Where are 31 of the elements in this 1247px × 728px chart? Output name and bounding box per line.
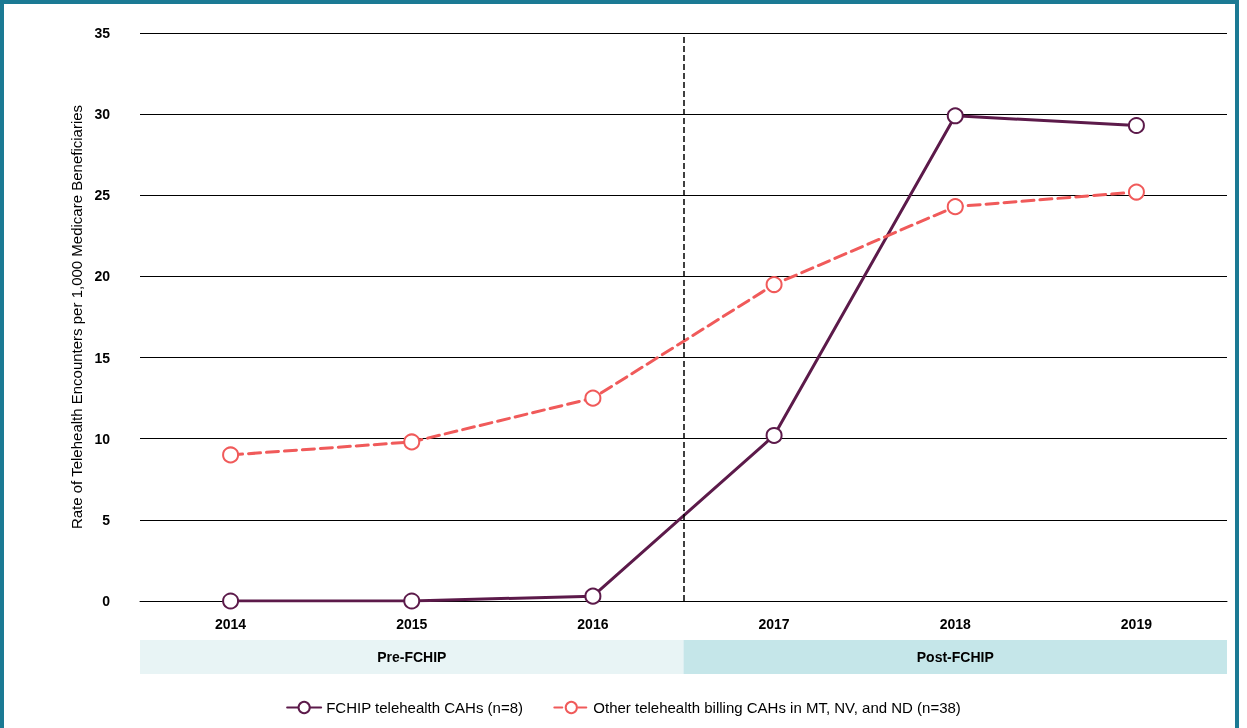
x-tick-label: 2018 [939, 616, 972, 632]
text: Pre-FCHIP [377, 649, 447, 665]
y-tick-label: 35 [94, 25, 111, 41]
y-tick-label: 5 [102, 511, 111, 528]
y-axis-title: Rate of Telehealth Encounters per 1,000 Medicare Beneficiaries [67, 104, 85, 530]
point [584, 389, 602, 407]
point [403, 592, 421, 610]
y-tick-label: 25 [94, 187, 111, 204]
x-tick-label: 2017 [758, 616, 790, 632]
x-tick-label: 2019 [1120, 616, 1153, 632]
point [765, 426, 783, 444]
y-tick-label: 15 [94, 349, 111, 366]
x-tick-label: 2016 [577, 616, 609, 632]
x-tick-label: 2014 [215, 616, 247, 632]
y-tick-label: 30 [94, 106, 111, 123]
point [403, 433, 421, 451]
y-tick-label: 10 [94, 430, 111, 447]
point [765, 276, 783, 294]
point [946, 198, 964, 216]
point [222, 592, 240, 610]
legend-label: Other telehealth billing CAHs in MT, NV, and ND (n=38) [593, 699, 961, 716]
legend-label: FCHIP telehealth CAHs (n=8) [326, 699, 524, 716]
point [946, 107, 964, 125]
y-tick-label: 0 [102, 593, 111, 609]
point [1127, 117, 1145, 134]
y-tick-label: 20 [94, 268, 111, 285]
point [584, 587, 602, 605]
text: Post-FCHIP [916, 649, 994, 665]
x-tick-label: 2015 [396, 616, 428, 632]
point [222, 446, 240, 464]
point [1127, 183, 1145, 201]
